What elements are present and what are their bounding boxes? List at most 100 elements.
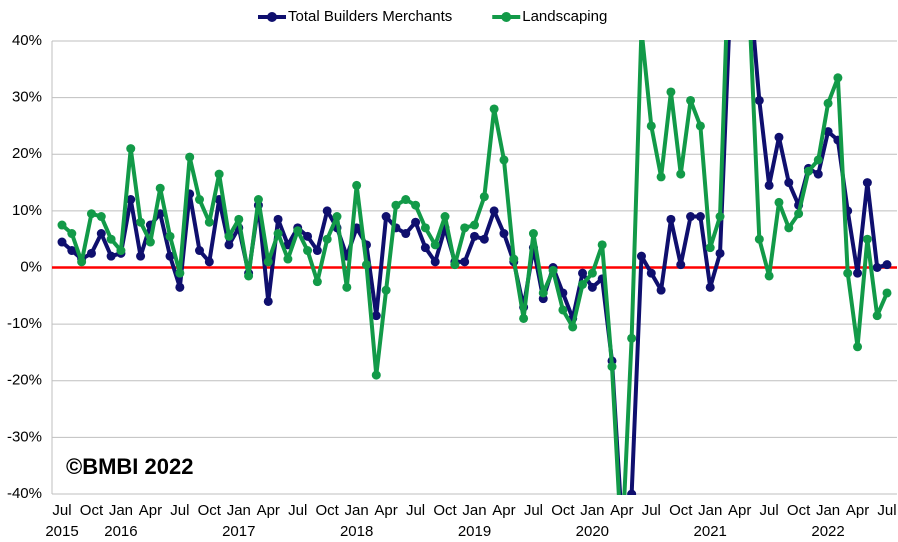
data-point	[676, 260, 686, 270]
data-point	[833, 73, 843, 83]
data-point	[803, 166, 813, 176]
data-point	[607, 362, 617, 372]
x-tick-label: Jul	[642, 502, 661, 519]
data-point	[96, 212, 106, 222]
data-point	[204, 217, 214, 227]
data-point	[195, 246, 204, 256]
y-tick-label: 20%	[12, 145, 42, 162]
data-point	[882, 260, 892, 270]
x-tick-label: Jul	[288, 502, 307, 519]
data-point	[489, 104, 499, 114]
data-point	[754, 234, 764, 244]
data-point	[509, 254, 519, 264]
data-point	[479, 192, 489, 202]
data-point	[312, 277, 322, 287]
data-point	[411, 200, 421, 210]
data-point	[813, 155, 823, 165]
y-tick-label: 40%	[12, 32, 42, 49]
data-point	[853, 342, 863, 352]
x-tick-label: Jan	[227, 502, 251, 519]
data-point	[303, 246, 313, 256]
x-tick-label: Apr	[610, 502, 633, 519]
y-tick-label: -40%	[7, 485, 42, 502]
data-point	[371, 311, 381, 321]
x-tick-label: Oct	[433, 502, 457, 519]
x-tick-label: Jul	[52, 502, 71, 519]
data-point	[499, 155, 509, 165]
data-point	[420, 243, 430, 253]
data-point	[401, 195, 411, 205]
y-tick-label: -30%	[7, 428, 42, 445]
data-point	[175, 282, 185, 292]
data-point	[862, 234, 872, 244]
data-point	[745, 8, 754, 17]
data-point	[77, 257, 87, 267]
data-point	[519, 313, 529, 323]
data-point	[224, 240, 234, 250]
legend-label: Landscaping	[522, 8, 607, 25]
data-point	[764, 271, 774, 281]
data-point	[843, 268, 853, 278]
data-point	[872, 311, 882, 321]
data-point	[322, 234, 332, 244]
data-point	[273, 229, 283, 239]
data-point	[381, 212, 391, 222]
data-point	[136, 217, 146, 227]
data-point	[558, 305, 568, 315]
data-point	[293, 226, 303, 236]
data-point	[460, 257, 470, 267]
data-point	[312, 246, 322, 256]
x-tick-label: Jan	[698, 502, 722, 519]
data-point	[57, 220, 67, 230]
y-tick-label: -10%	[7, 315, 42, 332]
data-point	[705, 243, 715, 253]
data-point	[813, 169, 823, 179]
data-point	[862, 178, 872, 188]
x-year-label: 2019	[458, 523, 491, 540]
data-point	[263, 296, 273, 306]
data-point	[381, 285, 391, 295]
data-point	[86, 209, 96, 219]
data-point	[352, 180, 362, 190]
data-point	[470, 231, 479, 241]
x-tick-label: Jul	[760, 502, 779, 519]
data-point	[695, 121, 705, 131]
data-point	[656, 285, 666, 295]
x-tick-label: Oct	[551, 502, 575, 519]
data-point	[332, 212, 342, 222]
data-point	[705, 282, 715, 292]
data-point	[136, 251, 146, 261]
legend-marker	[267, 12, 277, 22]
plot	[57, 8, 892, 495]
data-point	[587, 268, 597, 278]
data-point	[263, 257, 273, 267]
data-point	[342, 282, 352, 292]
data-point	[784, 223, 794, 233]
legend-label: Total Builders Merchants	[288, 8, 452, 25]
data-point	[627, 489, 637, 495]
data-point	[440, 212, 450, 222]
data-point	[715, 248, 725, 258]
data-point	[597, 240, 607, 250]
x-year-label: 2021	[694, 523, 727, 540]
data-point	[165, 251, 175, 261]
data-point	[823, 127, 833, 137]
data-point	[155, 183, 165, 193]
x-tick-label: Jan	[816, 502, 840, 519]
data-point	[391, 200, 401, 210]
data-point	[116, 246, 126, 256]
y-tick-label: 0%	[20, 258, 42, 275]
x-tick-label: Oct	[80, 502, 104, 519]
data-point	[686, 212, 696, 222]
data-point	[420, 223, 430, 233]
x-tick-label: Apr	[139, 502, 162, 519]
data-point	[656, 172, 666, 182]
data-point	[646, 121, 656, 131]
data-point	[774, 197, 784, 207]
data-point	[430, 240, 440, 250]
data-point	[165, 231, 175, 241]
watermark: ©BMBI 2022	[66, 454, 193, 479]
x-tick-label: Apr	[728, 502, 751, 519]
x-tick-label: Jul	[877, 502, 896, 519]
